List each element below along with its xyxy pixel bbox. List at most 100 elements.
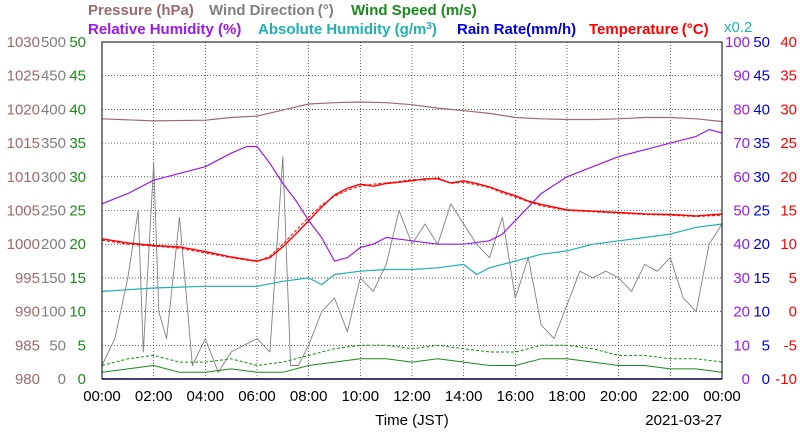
y-tick-rain_rate: 50 xyxy=(753,34,770,51)
legend-relative_humidity: Relative Humidity (%) xyxy=(88,21,241,38)
y-tick-temperature: 25 xyxy=(780,135,797,152)
legend-temperature: Temperature (°C) xyxy=(589,21,709,38)
x-tick: 10:00 xyxy=(342,388,380,405)
legend-rain_rate: Rain Rate(mm/h) xyxy=(457,21,576,38)
y-tick-relative_humidity: 80 xyxy=(733,101,750,118)
y-tick-relative_humidity: 30 xyxy=(733,270,750,287)
y-tick-temperature: 40 xyxy=(780,34,797,51)
series-pressure xyxy=(101,101,723,123)
x-tick: 04:00 xyxy=(187,388,225,405)
x-tick: 08:00 xyxy=(290,388,328,405)
y-tick-wind_speed: 5 xyxy=(78,337,86,354)
y-tick-relative_humidity: 50 xyxy=(733,203,750,220)
y-tick-wind_speed: 50 xyxy=(69,34,86,51)
y-tick-pressure: 1010 xyxy=(7,169,40,186)
x-tick: 20:00 xyxy=(600,388,638,405)
series-absolute_humidity xyxy=(101,223,723,292)
y-tick-wind_direction: 350 xyxy=(41,135,66,152)
y-tick-relative_humidity: 60 xyxy=(733,169,750,186)
y-tick-wind_direction: 150 xyxy=(41,270,66,287)
y-tick-wind_direction: 250 xyxy=(41,203,66,220)
y-tick-pressure: 995 xyxy=(15,270,40,287)
y-tick-wind_direction: 50 xyxy=(49,337,66,354)
y-tick-pressure: 1030 xyxy=(7,34,40,51)
y-tick-relative_humidity: 100 xyxy=(725,34,750,51)
series-temperature_dew xyxy=(101,177,723,263)
grid xyxy=(102,42,722,379)
y-tick-rain_rate: 0 xyxy=(762,371,770,388)
x-tick: 06:00 xyxy=(238,388,276,405)
y-tick-wind_direction: 450 xyxy=(41,68,66,85)
y-tick-rain_rate: 10 xyxy=(753,304,770,321)
y-tick-relative_humidity: 70 xyxy=(733,135,750,152)
y-tick-wind_speed: 10 xyxy=(69,304,86,321)
plot-frame xyxy=(101,41,723,380)
y-tick-temperature: -10 xyxy=(775,371,797,388)
y-tick-rain_rate: 40 xyxy=(753,101,770,118)
y-tick-rain_rate: 30 xyxy=(753,169,770,186)
y-tick-temperature: 15 xyxy=(780,203,797,220)
y-tick-temperature: 10 xyxy=(780,236,797,253)
y-tick-rain_rate: 25 xyxy=(753,203,770,220)
y-tick-rain_rate: 15 xyxy=(753,270,770,287)
y-tick-temperature: -5 xyxy=(784,337,797,354)
y-tick-pressure: 1015 xyxy=(7,135,40,152)
x-tick: 16:00 xyxy=(497,388,535,405)
legend-pressure: Pressure (hPa) xyxy=(88,2,194,19)
x-tick: 00:00 xyxy=(83,388,121,405)
y-tick-pressure: 1000 xyxy=(7,236,40,253)
series-wind_speed xyxy=(101,358,723,373)
y-tick-wind_speed: 30 xyxy=(69,169,86,186)
series-relative_humidity xyxy=(101,129,723,262)
y-tick-rain_rate: 20 xyxy=(753,236,770,253)
y-tick-pressure: 990 xyxy=(15,304,40,321)
y-tick-relative_humidity: 40 xyxy=(733,236,750,253)
legend: Pressure (hPa) Wind Direction (°) Wind Spee… xyxy=(88,2,752,38)
y-tick-wind_speed: 35 xyxy=(69,135,86,152)
y-tick-rain_rate: 45 xyxy=(753,68,770,85)
y-tick-wind_direction: 100 xyxy=(41,304,66,321)
chart-date: 2021-03-27 xyxy=(645,412,722,429)
y-tick-rain_rate: 35 xyxy=(753,135,770,152)
y-tick-relative_humidity: 20 xyxy=(733,304,750,321)
x-axis-label: Time (JST) xyxy=(375,412,449,429)
x-axis: 00:00 02:00 04:00 06:00 08:00 10:00 12:00 14:00… xyxy=(83,388,741,429)
y-tick-temperature: 35 xyxy=(780,68,797,85)
y-tick-temperature: 30 xyxy=(780,101,797,118)
x-tick: 12:00 xyxy=(393,388,431,405)
y-tick-wind_speed: 0 xyxy=(78,371,86,388)
x-tick: 00:00 xyxy=(703,388,741,405)
x-tick: 22:00 xyxy=(652,388,690,405)
y-tick-wind_direction: 300 xyxy=(41,169,66,186)
y-tick-wind_speed: 45 xyxy=(69,68,86,85)
y-tick-pressure: 985 xyxy=(15,337,40,354)
y-tick-wind_direction: 400 xyxy=(41,101,66,118)
y-tick-wind_speed: 20 xyxy=(69,236,86,253)
y-tick-rain_rate: 5 xyxy=(762,337,770,354)
y-tick-wind_speed: 25 xyxy=(69,203,86,220)
y-tick-wind_speed: 15 xyxy=(69,270,86,287)
x-tick: 14:00 xyxy=(445,388,483,405)
x-tick: 02:00 xyxy=(135,388,173,405)
y-tick-pressure: 1025 xyxy=(7,68,40,85)
y-tick-temperature: 5 xyxy=(789,270,797,287)
x-tick: 18:00 xyxy=(548,388,586,405)
y-tick-pressure: 1005 xyxy=(7,203,40,220)
axes: 1030102510201015101010051000995990985980… xyxy=(7,34,797,388)
legend-wind_speed: Wind Speed (m/s) xyxy=(351,2,477,19)
legend-absolute_humidity: Absolute Humidity (g/m3) xyxy=(258,21,437,39)
y-tick-wind_direction: 200 xyxy=(41,236,66,253)
y-tick-relative_humidity: 90 xyxy=(733,68,750,85)
legend-wind_direction: Wind Direction (°) xyxy=(209,2,334,19)
y-tick-relative_humidity: 10 xyxy=(733,337,750,354)
y-tick-pressure: 1020 xyxy=(7,101,40,118)
series-wind_direction xyxy=(101,156,723,373)
series-group xyxy=(101,101,723,380)
y-tick-wind_direction: 500 xyxy=(41,34,66,51)
y-tick-relative_humidity: 0 xyxy=(742,371,750,388)
y-tick-temperature: 0 xyxy=(789,304,797,321)
y-tick-temperature: 20 xyxy=(780,169,797,186)
series-wind_speed_gust xyxy=(101,344,723,366)
y-tick-wind_direction: 0 xyxy=(58,371,66,388)
